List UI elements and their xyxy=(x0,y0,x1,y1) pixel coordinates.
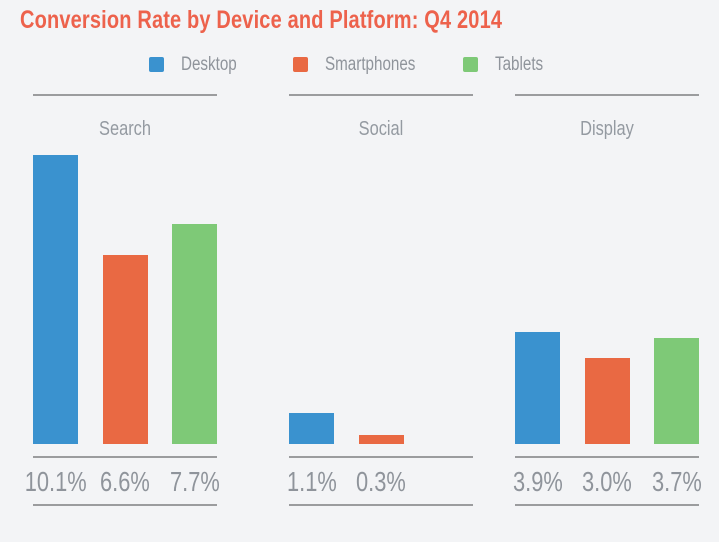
value-label-tablets-search: 7.7% xyxy=(169,466,220,497)
bar-smartphones-social xyxy=(358,435,404,444)
divider-line xyxy=(515,456,699,458)
group-social: Social 1.1% 0.3% xyxy=(286,0,473,542)
legend-item-tablets: Tablets xyxy=(463,54,555,75)
legend-label: Desktop xyxy=(181,54,237,75)
bar-slot-row xyxy=(515,0,699,444)
bar-smartphones-search xyxy=(102,255,148,444)
divider-line xyxy=(289,456,473,458)
legend-swatch-desktop xyxy=(149,57,164,72)
value-label-tablets-display: 3.7% xyxy=(651,466,702,497)
bar-smartphones-display xyxy=(584,358,630,444)
value-label-row: 10.1% 6.6% 7.7% xyxy=(24,466,220,497)
divider-line xyxy=(33,94,217,96)
value-label-desktop-social: 1.1% xyxy=(286,466,337,497)
group-search: Search 10.1% 6.6% 7.7% xyxy=(24,0,220,542)
bar-slot-row xyxy=(33,0,217,444)
legend-label: Tablets xyxy=(495,54,544,75)
category-label-search: Search xyxy=(99,118,151,140)
bar-tablets-display xyxy=(654,338,699,444)
chart-title: Conversion Rate by Device and Platform: … xyxy=(20,6,503,34)
value-label-smartphones-social: 0.3% xyxy=(356,466,406,497)
value-label-row: 1.1% 0.3% xyxy=(286,466,473,497)
legend-label: Smartphones xyxy=(325,54,416,75)
value-label-row: 3.9% 3.0% 3.7% xyxy=(512,466,702,497)
category-label-social: Social xyxy=(358,118,404,140)
divider-line xyxy=(515,504,699,506)
divider-line xyxy=(289,504,473,506)
value-label-smartphones-search: 6.6% xyxy=(100,466,150,497)
value-label-desktop-display: 3.9% xyxy=(512,466,563,497)
value-label-smartphones-display: 3.0% xyxy=(582,466,632,497)
bar-tablets-search xyxy=(172,224,217,444)
divider-line xyxy=(289,94,473,96)
group-display: Display 3.9% 3.0% 3.7% xyxy=(512,0,702,542)
legend-swatch-smartphones xyxy=(293,57,308,72)
bar-desktop-social xyxy=(289,413,334,444)
divider-line xyxy=(33,504,217,506)
value-label-tablets-social xyxy=(428,468,473,496)
bar-desktop-display xyxy=(515,332,560,444)
divider-line xyxy=(33,456,217,458)
legend-item-smartphones: Smartphones xyxy=(293,54,438,75)
bar-desktop-search xyxy=(33,155,78,444)
legend-item-desktop: Desktop xyxy=(149,54,251,75)
value-label-desktop-search: 10.1% xyxy=(24,466,87,497)
legend-swatch-tablets xyxy=(463,57,478,72)
divider-line xyxy=(515,94,699,96)
category-label-display: Display xyxy=(580,118,634,140)
bar-slot-row xyxy=(289,0,473,444)
